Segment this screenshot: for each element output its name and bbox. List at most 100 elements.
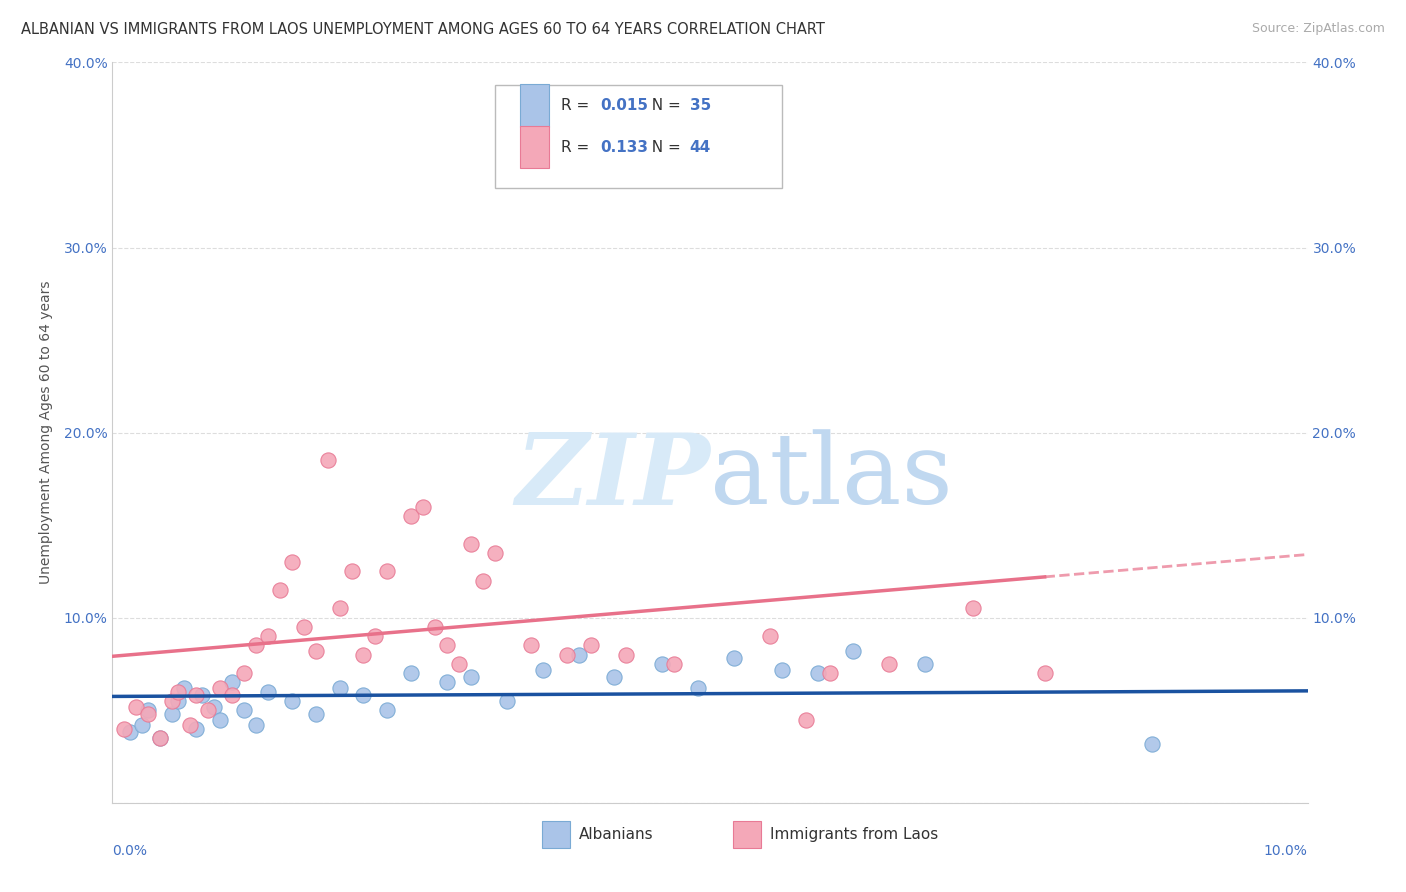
Point — [173, 681, 195, 695]
Text: R =: R = — [561, 98, 593, 113]
Point — [401, 666, 423, 681]
Point — [179, 718, 201, 732]
Point — [364, 629, 387, 643]
Point — [579, 639, 602, 653]
Point — [197, 703, 219, 717]
Point — [233, 666, 256, 681]
Point — [167, 694, 190, 708]
Point — [186, 689, 208, 703]
Text: ZIP: ZIP — [515, 429, 710, 525]
Point — [759, 629, 782, 643]
Point — [664, 657, 686, 671]
FancyBboxPatch shape — [541, 821, 571, 848]
Point — [186, 722, 208, 736]
Text: atlas: atlas — [710, 429, 953, 524]
Point — [114, 722, 135, 736]
Point — [531, 663, 554, 677]
Point — [568, 648, 591, 662]
Point — [281, 694, 304, 708]
Point — [329, 601, 352, 615]
Point — [281, 555, 304, 569]
Point — [353, 689, 375, 703]
Point — [794, 713, 817, 727]
Text: Source: ZipAtlas.com: Source: ZipAtlas.com — [1251, 22, 1385, 36]
Point — [807, 666, 830, 681]
Point — [460, 670, 482, 684]
Point — [257, 629, 280, 643]
Text: Albanians: Albanians — [579, 827, 654, 842]
Point — [377, 703, 399, 717]
Point — [484, 546, 506, 560]
Point — [520, 639, 543, 653]
Text: ALBANIAN VS IMMIGRANTS FROM LAOS UNEMPLOYMENT AMONG AGES 60 TO 64 YEARS CORRELAT: ALBANIAN VS IMMIGRANTS FROM LAOS UNEMPLO… — [21, 22, 825, 37]
Point — [167, 685, 190, 699]
Text: 0.0%: 0.0% — [112, 844, 148, 857]
Point — [120, 725, 142, 739]
Text: Immigrants from Laos: Immigrants from Laos — [770, 827, 938, 842]
Point — [125, 699, 148, 714]
Point — [1142, 737, 1164, 751]
Point — [401, 508, 423, 523]
Point — [269, 582, 291, 597]
Point — [436, 675, 458, 690]
Point — [436, 639, 458, 653]
Text: 0.133: 0.133 — [600, 140, 648, 154]
Point — [138, 703, 160, 717]
FancyBboxPatch shape — [733, 821, 762, 848]
Point — [842, 644, 865, 658]
Point — [292, 620, 315, 634]
Point — [449, 657, 471, 671]
Point — [555, 648, 578, 662]
Point — [460, 536, 482, 550]
Point — [162, 706, 183, 721]
Point — [162, 694, 183, 708]
Point — [425, 620, 447, 634]
Point — [818, 666, 841, 681]
Point — [651, 657, 673, 671]
Point — [472, 574, 495, 588]
Point — [962, 601, 984, 615]
Point — [723, 651, 745, 665]
Point — [316, 453, 339, 467]
Text: 0.015: 0.015 — [600, 98, 648, 113]
Point — [770, 663, 793, 677]
Text: R =: R = — [561, 140, 593, 154]
Text: N =: N = — [643, 98, 686, 113]
Point — [149, 731, 172, 745]
Point — [149, 731, 172, 745]
Point — [202, 699, 225, 714]
Point — [305, 644, 328, 658]
Point — [138, 706, 160, 721]
Point — [412, 500, 434, 514]
Text: 35: 35 — [690, 98, 711, 113]
Point — [496, 694, 519, 708]
Point — [131, 718, 153, 732]
Point — [340, 565, 363, 579]
Text: N =: N = — [643, 140, 686, 154]
Point — [233, 703, 256, 717]
Point — [879, 657, 901, 671]
Point — [191, 689, 214, 703]
Point — [1033, 666, 1056, 681]
Point — [688, 681, 710, 695]
Y-axis label: Unemployment Among Ages 60 to 64 years: Unemployment Among Ages 60 to 64 years — [38, 281, 52, 584]
Point — [329, 681, 352, 695]
Point — [257, 685, 280, 699]
FancyBboxPatch shape — [520, 126, 548, 169]
Text: 10.0%: 10.0% — [1264, 844, 1308, 857]
Point — [209, 681, 232, 695]
Point — [245, 718, 267, 732]
Point — [353, 648, 375, 662]
Point — [914, 657, 936, 671]
Point — [723, 138, 745, 153]
Point — [221, 689, 243, 703]
Text: 44: 44 — [690, 140, 711, 154]
Point — [616, 648, 638, 662]
Point — [221, 675, 243, 690]
Point — [209, 713, 232, 727]
Point — [305, 706, 328, 721]
FancyBboxPatch shape — [495, 85, 782, 188]
Point — [245, 639, 267, 653]
FancyBboxPatch shape — [520, 85, 548, 127]
Point — [603, 670, 626, 684]
